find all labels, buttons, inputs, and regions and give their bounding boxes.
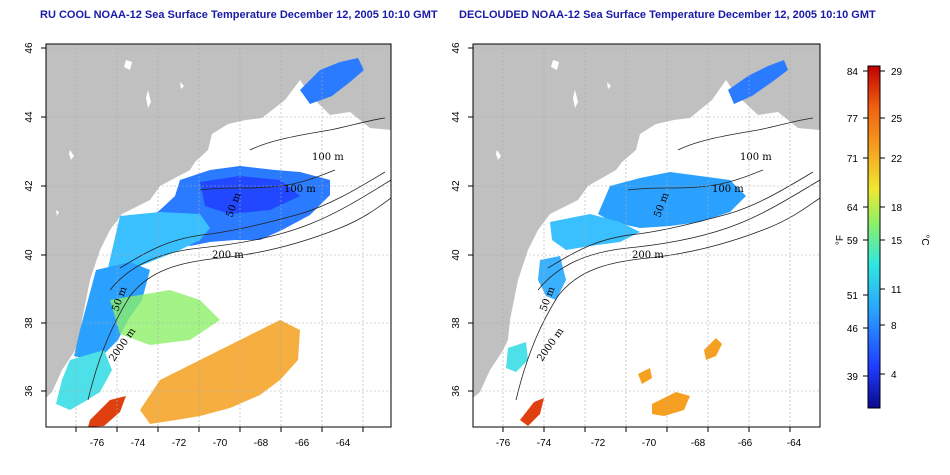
colorbar-f-tick: 51 bbox=[847, 291, 859, 302]
right-x-tick-label: -64 bbox=[787, 438, 802, 449]
left-y-tick-label: 44 bbox=[24, 111, 35, 123]
right-sst-orange-eddy-3 bbox=[638, 368, 652, 384]
left-sst-gulf-of-maine bbox=[300, 58, 364, 104]
right-contour-label-4: 200 m bbox=[632, 250, 664, 261]
right-y-tick-label: 38 bbox=[451, 317, 462, 329]
colorbar-c-tick: 4 bbox=[891, 370, 897, 381]
right-tick-marks bbox=[468, 47, 791, 432]
colorbar-f-tick: 39 bbox=[847, 372, 859, 383]
colorbar-c-tick: 8 bbox=[891, 321, 897, 332]
colorbar-c-tick: 22 bbox=[891, 154, 903, 165]
left-contour-label-1: 100 m bbox=[312, 152, 344, 163]
colorbar-c-tick: 29 bbox=[891, 67, 903, 78]
colorbar-fahrenheit-label: °F bbox=[835, 235, 846, 245]
left-sst-mid-shelf bbox=[74, 262, 150, 360]
colorbar-f-tick: 59 bbox=[847, 236, 859, 247]
right-map-title: DECLOUDED NOAA-12 Sea Surface Temperatur… bbox=[459, 9, 876, 21]
colorbar-c-tick: 15 bbox=[891, 236, 903, 247]
right-sst-gulf-of-maine bbox=[728, 60, 788, 104]
right-y-tick-label: 46 bbox=[451, 42, 462, 54]
left-map-title: RU COOL NOAA-12 Sea Surface Temperature … bbox=[40, 9, 438, 21]
right-sst-shelf bbox=[550, 214, 640, 250]
right-isobaths bbox=[515, 117, 820, 401]
left-x-tick-label: -64 bbox=[336, 438, 351, 449]
left-x-tick-label: -72 bbox=[172, 438, 187, 449]
right-contour-label-2: 100 m bbox=[712, 184, 744, 195]
left-x-tick-label: -70 bbox=[213, 438, 228, 449]
left-sst-dark-blue-core bbox=[200, 176, 300, 214]
colorbar-celsius-label: °C bbox=[919, 234, 930, 245]
right-x-tick-label: -68 bbox=[691, 438, 706, 449]
colorbar-f-tick: 77 bbox=[847, 114, 859, 125]
right-sst-orange-eddy-1 bbox=[652, 392, 690, 416]
right-sst-mid-shelf bbox=[538, 256, 566, 300]
right-x-tick-label: -72 bbox=[591, 438, 606, 449]
colorbar-c-tick: 18 bbox=[891, 203, 903, 214]
left-map-border bbox=[45, 43, 392, 428]
colorbar-c-tick: 11 bbox=[891, 285, 902, 296]
left-map-panel: 100 m 100 m 50 m 200 m 50 m 2000 m -76 -… bbox=[24, 42, 392, 449]
left-x-tick-label: -68 bbox=[254, 438, 269, 449]
colorbar-gradient bbox=[867, 65, 881, 409]
left-contour-label-4: 200 m bbox=[212, 250, 244, 261]
left-x-tick-label: -74 bbox=[131, 438, 146, 449]
right-contour-label-1: 100 m bbox=[740, 152, 772, 163]
left-x-tick-label: -76 bbox=[90, 438, 105, 449]
colorbar-f-tick: 84 bbox=[847, 67, 859, 78]
left-y-tick-label: 42 bbox=[24, 180, 35, 192]
left-sst-shelf-north bbox=[108, 212, 210, 272]
colorbar-tick-marks bbox=[863, 70, 885, 377]
colorbar-f-tick: 46 bbox=[847, 324, 859, 335]
left-x-tick-label: -66 bbox=[295, 438, 310, 449]
right-sst-orange-eddy-2 bbox=[704, 338, 722, 360]
right-sst-south-shelf bbox=[506, 342, 528, 372]
colorbar-f-tick: 71 bbox=[847, 154, 859, 165]
left-sst-gulf-stream-orange bbox=[140, 320, 300, 424]
right-x-tick-label: -76 bbox=[496, 438, 511, 449]
right-sst-red bbox=[520, 398, 544, 426]
colorbar-c-tick: 25 bbox=[891, 114, 903, 125]
left-sst-slope-green bbox=[110, 290, 220, 345]
right-y-tick-label: 44 bbox=[451, 111, 462, 123]
left-land-mass bbox=[46, 44, 391, 398]
colorbar: 84 77 71 64 59 51 46 39 29 25 22 18 15 1… bbox=[835, 65, 930, 409]
left-tick-marks bbox=[41, 47, 364, 432]
right-x-tick-label: -74 bbox=[537, 438, 552, 449]
right-x-tick-label: -66 bbox=[738, 438, 753, 449]
left-contour-label-2: 100 m bbox=[284, 184, 316, 195]
left-y-tick-label: 40 bbox=[24, 249, 35, 261]
left-sst-gulf-stream-red bbox=[88, 396, 126, 427]
right-map-panel: 100 m 100 m 50 m 200 m 50 m 2000 m -76 -… bbox=[451, 42, 821, 449]
right-land-mass bbox=[473, 44, 820, 398]
left-y-tick-label: 36 bbox=[24, 385, 35, 397]
left-y-tick-label: 46 bbox=[24, 42, 35, 54]
right-y-tick-label: 36 bbox=[451, 385, 462, 397]
right-grid bbox=[473, 44, 820, 427]
left-grid bbox=[46, 44, 391, 427]
left-y-tick-label: 38 bbox=[24, 317, 35, 329]
right-y-tick-label: 42 bbox=[451, 180, 462, 192]
colorbar-f-tick: 64 bbox=[847, 203, 859, 214]
right-map-border bbox=[472, 43, 821, 428]
right-x-tick-label: -70 bbox=[642, 438, 657, 449]
right-y-tick-label: 40 bbox=[451, 249, 462, 261]
